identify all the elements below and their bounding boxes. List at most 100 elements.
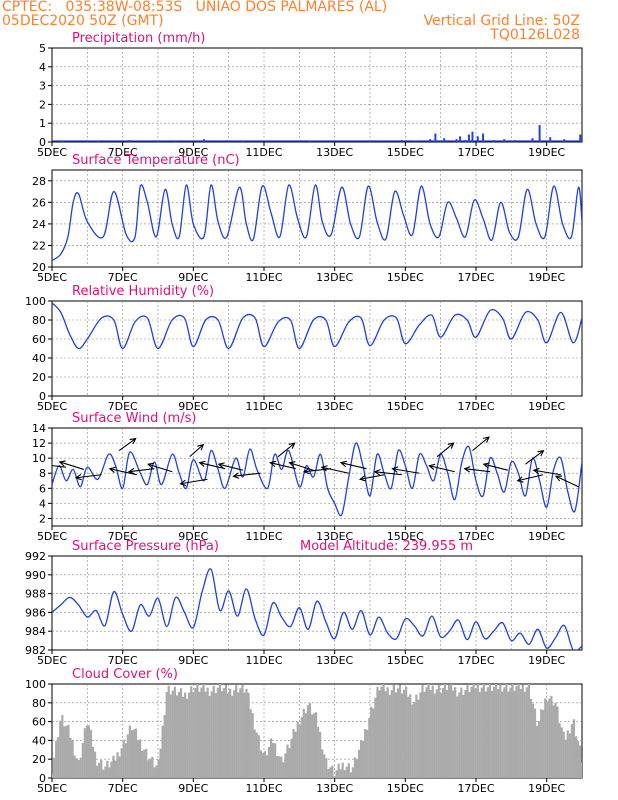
cloud-bar	[366, 729, 369, 778]
cloud-bar	[202, 684, 205, 778]
wind-arrow-shaft	[218, 463, 243, 471]
wind-arrow-head	[320, 465, 328, 472]
panel-frame	[51, 47, 583, 143]
xtick-label: 5DEC	[37, 400, 67, 413]
series-line	[52, 568, 582, 650]
cloud-bar	[331, 765, 334, 778]
xtick-label: 15DEC	[387, 654, 424, 667]
model-id: TQ0126L028	[490, 27, 580, 43]
cloud-bar	[341, 762, 344, 778]
cloud-bar	[488, 684, 492, 778]
wind-arrow-shaft	[555, 475, 579, 488]
cloud-bar	[222, 687, 226, 778]
series-line	[52, 184, 582, 262]
cloud-bar	[198, 691, 201, 778]
ytick-label: 20	[32, 753, 46, 766]
ytick-label: 26	[32, 196, 46, 209]
cloud-bar	[525, 687, 528, 778]
cloud-bar	[186, 698, 189, 778]
cloud-bar	[503, 687, 506, 778]
cloud-bar	[87, 725, 91, 778]
wind-arrow-shaft	[199, 462, 226, 470]
ytick-label: 3	[39, 80, 46, 93]
wind-arrow-head	[74, 473, 82, 481]
xtick-label: 9DEC	[178, 146, 208, 159]
wind-arrow-head	[537, 449, 545, 457]
cloud-bar	[192, 692, 195, 778]
cloud-bar	[165, 691, 168, 778]
wind-arrow-head	[339, 460, 347, 468]
cloud-bar	[261, 753, 264, 778]
cloud-bar	[81, 742, 84, 778]
precip-bar	[443, 138, 446, 142]
wind-arrow-head	[146, 462, 155, 469]
cloud-bar	[77, 760, 80, 778]
cloud-bar	[73, 755, 76, 778]
cloud-bar	[61, 714, 64, 778]
cloud-bar	[359, 739, 363, 778]
xtick-label: 5DEC	[37, 146, 67, 159]
cloud-bar	[329, 767, 332, 778]
cloud-bar	[96, 765, 99, 778]
wind-arrow-shaft	[180, 478, 208, 485]
cloud-bar	[325, 758, 328, 778]
ytick-label: 0	[39, 136, 46, 149]
cloud-bar	[143, 749, 146, 778]
xtick-label: 7DEC	[108, 530, 138, 543]
cloud-bar	[370, 706, 373, 778]
cloud-bar	[368, 718, 371, 778]
cloud-bar	[177, 691, 181, 778]
cloud-bar	[501, 691, 504, 778]
cloud-bar	[433, 693, 436, 778]
xtick-label: 7DEC	[108, 271, 138, 284]
grid-line-info: Vertical Grid Line: 50Z	[423, 13, 580, 29]
cloud-bar	[531, 703, 535, 778]
cloud-bar	[386, 687, 389, 778]
wind-arrow-shaft	[277, 442, 295, 458]
cloud-bar	[106, 760, 109, 778]
cloud-bar	[241, 684, 244, 778]
wind-arrow-head	[358, 475, 367, 482]
cloud-bar	[274, 743, 277, 778]
wind-arrow-shaft	[109, 468, 137, 476]
ytick-label: 8	[39, 467, 46, 480]
ytick-label: 80	[32, 314, 46, 327]
cloud-bar	[71, 740, 74, 778]
wind-arrow-shaft	[517, 474, 544, 482]
cloud-bar	[159, 748, 162, 778]
xtick-label: 5DEC	[37, 782, 67, 795]
wind-arrow-shaft	[464, 468, 491, 473]
cloud-bar	[394, 692, 397, 778]
cloud-bar	[237, 692, 240, 778]
cloud-bar	[196, 684, 199, 778]
cloud-bar	[65, 725, 68, 778]
ytick-label: 20	[32, 371, 46, 384]
cloud-bar	[286, 744, 289, 778]
xtick-label: 5DEC	[37, 271, 67, 284]
ytick-label: 22	[32, 239, 46, 252]
panel-title: Surface Pressure (hPa)	[72, 539, 219, 554]
xtick-label: 15DEC	[387, 146, 424, 159]
xtick-label: 7DEC	[108, 654, 138, 667]
wind-arrow-shaft	[525, 450, 544, 465]
wind-arrow-shaft	[340, 462, 367, 470]
cloud-bar	[98, 762, 101, 778]
cloud-bar	[517, 684, 520, 778]
precip-bar	[531, 138, 534, 142]
panel-body	[52, 684, 582, 778]
xtick-label: 9DEC	[178, 400, 208, 413]
cloud-bar	[67, 724, 70, 778]
cloud-bar	[194, 687, 197, 778]
xtick-label: 17DEC	[457, 654, 494, 667]
xtick-label: 13DEC	[316, 782, 353, 795]
xtick-label: 13DEC	[316, 654, 353, 667]
xtick-label: 11DEC	[245, 271, 282, 284]
cloud-bar	[85, 725, 88, 778]
wind-arrow-head	[288, 442, 296, 449]
precip-bar	[579, 134, 582, 142]
xtick-label: 11DEC	[245, 782, 282, 795]
cloud-bar	[372, 708, 375, 778]
ytick-label: 40	[32, 734, 46, 747]
cloud-bar	[317, 726, 320, 778]
ytick-label: 14	[32, 422, 46, 435]
